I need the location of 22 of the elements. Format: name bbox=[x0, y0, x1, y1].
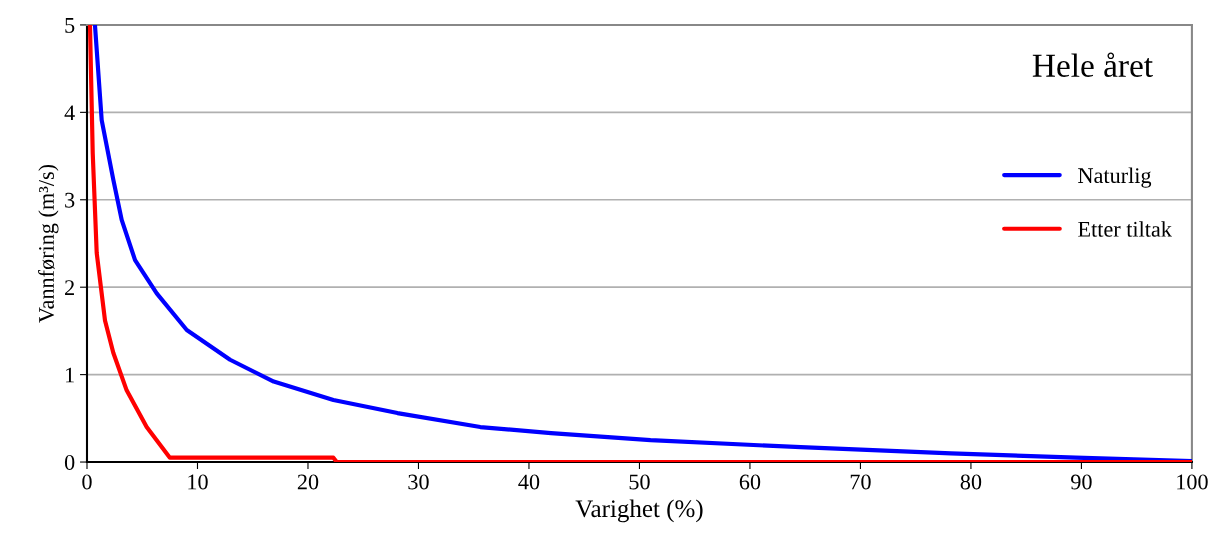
x-tick-label: 10 bbox=[188, 474, 208, 490]
x-tick-label: 100 bbox=[1177, 474, 1208, 490]
y-tick-label: 4 bbox=[64, 105, 75, 121]
x-axis-title: Varighet (%) bbox=[575, 499, 703, 523]
x-tick-label: 30 bbox=[408, 474, 429, 490]
x-tick-label: 80 bbox=[960, 474, 982, 490]
x-tick-label: 60 bbox=[739, 474, 761, 490]
x-tick-label: 90 bbox=[1071, 474, 1092, 490]
x-tick-label: 0 bbox=[82, 474, 92, 490]
legend-label: Etter tiltak bbox=[1078, 221, 1172, 237]
y-tick-label: 2 bbox=[65, 280, 74, 295]
x-tick-label: 50 bbox=[629, 474, 650, 490]
y-axis-title: Vannføring (m³/s) bbox=[38, 164, 59, 323]
y-tick-label: 5 bbox=[65, 18, 75, 33]
x-tick-label: 20 bbox=[297, 474, 319, 490]
y-tick-label: 1 bbox=[66, 367, 74, 383]
y-tick-label: 3 bbox=[65, 192, 75, 208]
y-tick-label: 0 bbox=[64, 454, 75, 470]
legend-label: Naturlig bbox=[1078, 167, 1152, 188]
x-tick-label: 40 bbox=[518, 474, 540, 490]
x-tick-label: 70 bbox=[850, 474, 871, 490]
annotation: Hele året bbox=[1032, 52, 1153, 77]
